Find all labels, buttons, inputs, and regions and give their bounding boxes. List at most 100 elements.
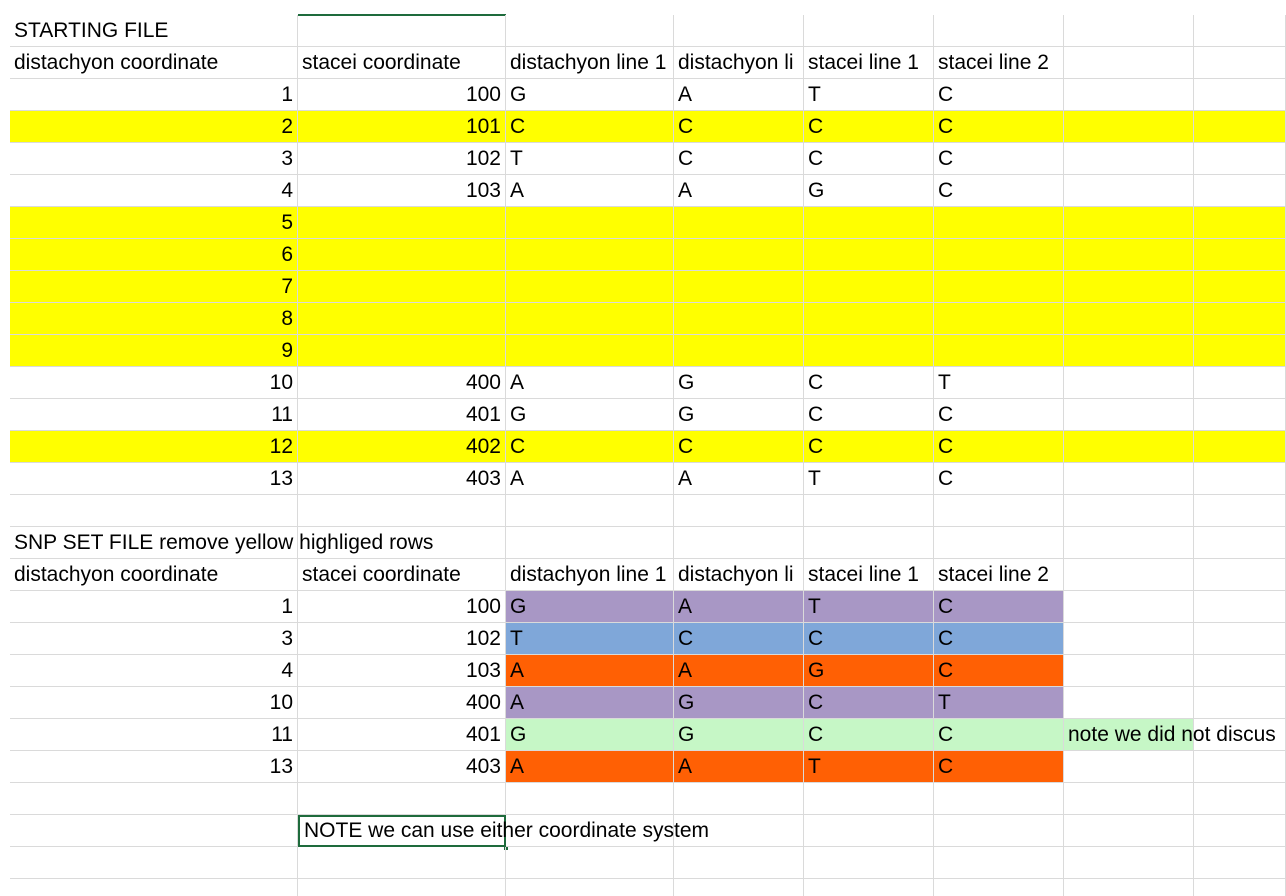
grid-cell[interactable] xyxy=(1194,111,1286,143)
genotype-cell[interactable]: C xyxy=(804,143,934,175)
grid-cell[interactable] xyxy=(934,495,1064,527)
coordinate-cell[interactable]: 103 xyxy=(298,175,506,207)
grid-cell[interactable] xyxy=(1064,271,1194,303)
column-header[interactable]: distachyon line 1 xyxy=(506,47,674,79)
coordinate-cell[interactable]: 10 xyxy=(10,367,298,399)
grid-cell[interactable] xyxy=(1194,303,1286,335)
genotype-cell[interactable]: C xyxy=(804,367,934,399)
genotype-cell[interactable]: G xyxy=(674,719,804,751)
genotype-cell[interactable] xyxy=(506,271,674,303)
grid-cell[interactable] xyxy=(1064,239,1194,271)
coordinate-cell[interactable]: 103 xyxy=(298,655,506,687)
grid-cell[interactable] xyxy=(674,495,804,527)
grid-cell[interactable] xyxy=(1064,591,1194,623)
genotype-cell[interactable] xyxy=(934,239,1064,271)
genotype-cell[interactable]: A xyxy=(674,79,804,111)
grid-cell[interactable] xyxy=(10,783,298,815)
genotype-cell[interactable] xyxy=(804,271,934,303)
grid-cell[interactable] xyxy=(506,815,674,847)
coordinate-cell[interactable]: 2 xyxy=(10,111,298,143)
column-header[interactable]: stacei coordinate xyxy=(298,559,506,591)
genotype-cell[interactable]: C xyxy=(506,111,674,143)
genotype-cell[interactable]: G xyxy=(674,687,804,719)
grid-cell[interactable] xyxy=(1194,79,1286,111)
coordinate-cell[interactable] xyxy=(298,335,506,367)
genotype-cell[interactable]: T xyxy=(506,143,674,175)
genotype-cell[interactable]: A xyxy=(674,175,804,207)
genotype-cell[interactable] xyxy=(674,335,804,367)
grid-cell[interactable] xyxy=(298,15,506,47)
genotype-cell[interactable] xyxy=(804,239,934,271)
genotype-cell[interactable]: C xyxy=(934,111,1064,143)
grid-cell[interactable] xyxy=(10,495,298,527)
genotype-cell[interactable] xyxy=(506,207,674,239)
genotype-cell[interactable] xyxy=(934,207,1064,239)
genotype-cell[interactable]: A xyxy=(506,655,674,687)
genotype-cell[interactable] xyxy=(674,303,804,335)
grid-cell[interactable] xyxy=(674,783,804,815)
grid-cell[interactable] xyxy=(1064,175,1194,207)
genotype-cell[interactable]: G xyxy=(674,399,804,431)
coordinate-cell[interactable]: 102 xyxy=(298,143,506,175)
genotype-cell[interactable]: C xyxy=(674,143,804,175)
genotype-cell[interactable]: A xyxy=(506,175,674,207)
grid-cell[interactable] xyxy=(674,815,804,847)
coordinate-cell[interactable]: 13 xyxy=(10,751,298,783)
coordinate-cell[interactable]: 10 xyxy=(10,687,298,719)
genotype-cell[interactable]: T xyxy=(934,367,1064,399)
coordinate-cell[interactable]: 7 xyxy=(10,271,298,303)
genotype-cell[interactable]: C xyxy=(934,431,1064,463)
coordinate-cell[interactable]: 9 xyxy=(10,335,298,367)
grid-cell[interactable] xyxy=(1064,879,1194,896)
grid-cell[interactable] xyxy=(1064,335,1194,367)
genotype-cell[interactable]: C xyxy=(934,79,1064,111)
coordinate-cell[interactable]: 1 xyxy=(10,79,298,111)
grid-cell[interactable] xyxy=(934,783,1064,815)
genotype-cell[interactable]: C xyxy=(934,591,1064,623)
grid-cell[interactable] xyxy=(1194,239,1286,271)
coordinate-cell[interactable]: 1 xyxy=(10,591,298,623)
coordinate-cell[interactable]: 4 xyxy=(10,655,298,687)
column-header[interactable]: stacei line 1 xyxy=(804,559,934,591)
grid-cell[interactable] xyxy=(1064,687,1194,719)
genotype-cell[interactable]: A xyxy=(506,463,674,495)
coordinate-cell[interactable]: 11 xyxy=(10,399,298,431)
genotype-cell[interactable]: C xyxy=(674,111,804,143)
genotype-cell[interactable]: C xyxy=(934,719,1064,751)
grid-cell[interactable] xyxy=(1194,175,1286,207)
grid-cell[interactable] xyxy=(1194,463,1286,495)
grid-cell[interactable] xyxy=(10,879,298,896)
genotype-cell[interactable]: C xyxy=(804,687,934,719)
genotype-cell[interactable]: C xyxy=(934,175,1064,207)
coordinate-cell[interactable]: 13 xyxy=(10,463,298,495)
genotype-cell[interactable] xyxy=(934,271,1064,303)
coordinate-cell[interactable]: 401 xyxy=(298,719,506,751)
genotype-cell[interactable]: C xyxy=(934,463,1064,495)
coordinate-cell[interactable]: 401 xyxy=(298,399,506,431)
grid-cell[interactable] xyxy=(1064,207,1194,239)
grid-cell[interactable] xyxy=(10,815,298,847)
grid-cell[interactable] xyxy=(1064,751,1194,783)
grid-cell[interactable] xyxy=(1064,623,1194,655)
genotype-cell[interactable]: G xyxy=(804,175,934,207)
grid-cell[interactable] xyxy=(1194,47,1286,79)
coordinate-cell[interactable]: 11 xyxy=(10,719,298,751)
grid-cell[interactable] xyxy=(1064,783,1194,815)
grid-cell[interactable] xyxy=(1064,815,1194,847)
grid-cell[interactable] xyxy=(506,783,674,815)
genotype-cell[interactable] xyxy=(934,303,1064,335)
genotype-cell[interactable]: C xyxy=(674,431,804,463)
genotype-cell[interactable] xyxy=(506,303,674,335)
grid-cell[interactable] xyxy=(1194,335,1286,367)
genotype-cell[interactable]: G xyxy=(804,655,934,687)
side-note[interactable]: note we did not discus xyxy=(1064,719,1276,751)
grid-cell[interactable] xyxy=(506,879,674,896)
genotype-cell[interactable]: A xyxy=(506,687,674,719)
grid-cell[interactable] xyxy=(1194,15,1286,47)
column-header[interactable]: distachyon li xyxy=(674,559,804,591)
fill-handle[interactable] xyxy=(503,845,509,851)
genotype-cell[interactable]: C xyxy=(804,623,934,655)
grid-cell[interactable] xyxy=(1194,207,1286,239)
grid-cell[interactable] xyxy=(804,495,934,527)
genotype-cell[interactable]: A xyxy=(506,367,674,399)
